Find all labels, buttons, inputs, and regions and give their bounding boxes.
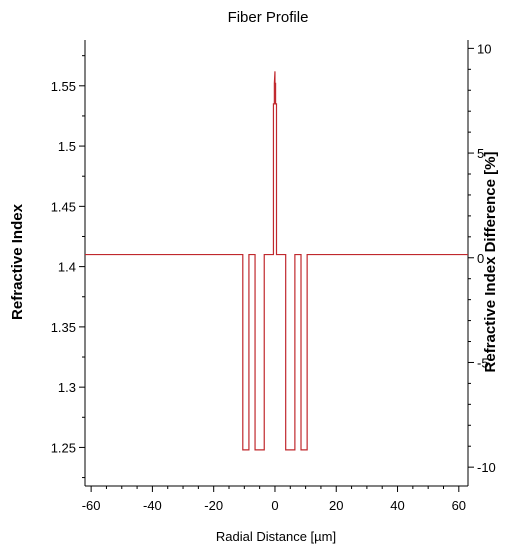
x-tick-label: -20 — [204, 498, 223, 513]
x-tick-label: -60 — [82, 498, 101, 513]
x-tick-label: 40 — [390, 498, 404, 513]
x-tick-label: 20 — [329, 498, 343, 513]
y-tick-label: 1.45 — [51, 199, 76, 214]
y-tick-label: 1.5 — [58, 139, 76, 154]
series-layer — [85, 71, 468, 451]
y2-axis-ticks: -10 -5 0 5 10 — [468, 41, 496, 475]
y-tick-label: 1.4 — [58, 260, 76, 275]
refractive-index-profile-line — [85, 71, 468, 451]
y-tick-label: 1.35 — [51, 320, 76, 335]
plot-frame — [84, 40, 469, 487]
y-axis-label: Refractive Index — [9, 203, 26, 320]
y2-axis-label: Refractive Index Difference [%] — [482, 152, 499, 373]
x-tick-label: -40 — [143, 498, 162, 513]
y-axis-ticks: 1.25 1.3 1.35 1.4 1.45 1.5 1.55 — [51, 55, 85, 479]
y2-tick-label: 10 — [477, 41, 491, 56]
x-axis-ticks: -60 -40 -20 0 20 40 60 — [82, 486, 466, 513]
y2-tick-label: -10 — [477, 460, 496, 475]
x-tick-label: 60 — [452, 498, 466, 513]
x-axis-label: Radial Distance [µm] — [216, 529, 336, 544]
y-tick-label: 1.25 — [51, 440, 76, 455]
y2-tick-label: 0 — [477, 251, 484, 266]
chart-title: Fiber Profile — [228, 9, 309, 26]
y2-tick-label: 5 — [477, 146, 484, 161]
y-tick-label: 1.3 — [58, 380, 76, 395]
y-tick-label: 1.55 — [51, 79, 76, 94]
y2-tick-label: -5 — [477, 355, 489, 370]
x-tick-label: 0 — [271, 498, 278, 513]
